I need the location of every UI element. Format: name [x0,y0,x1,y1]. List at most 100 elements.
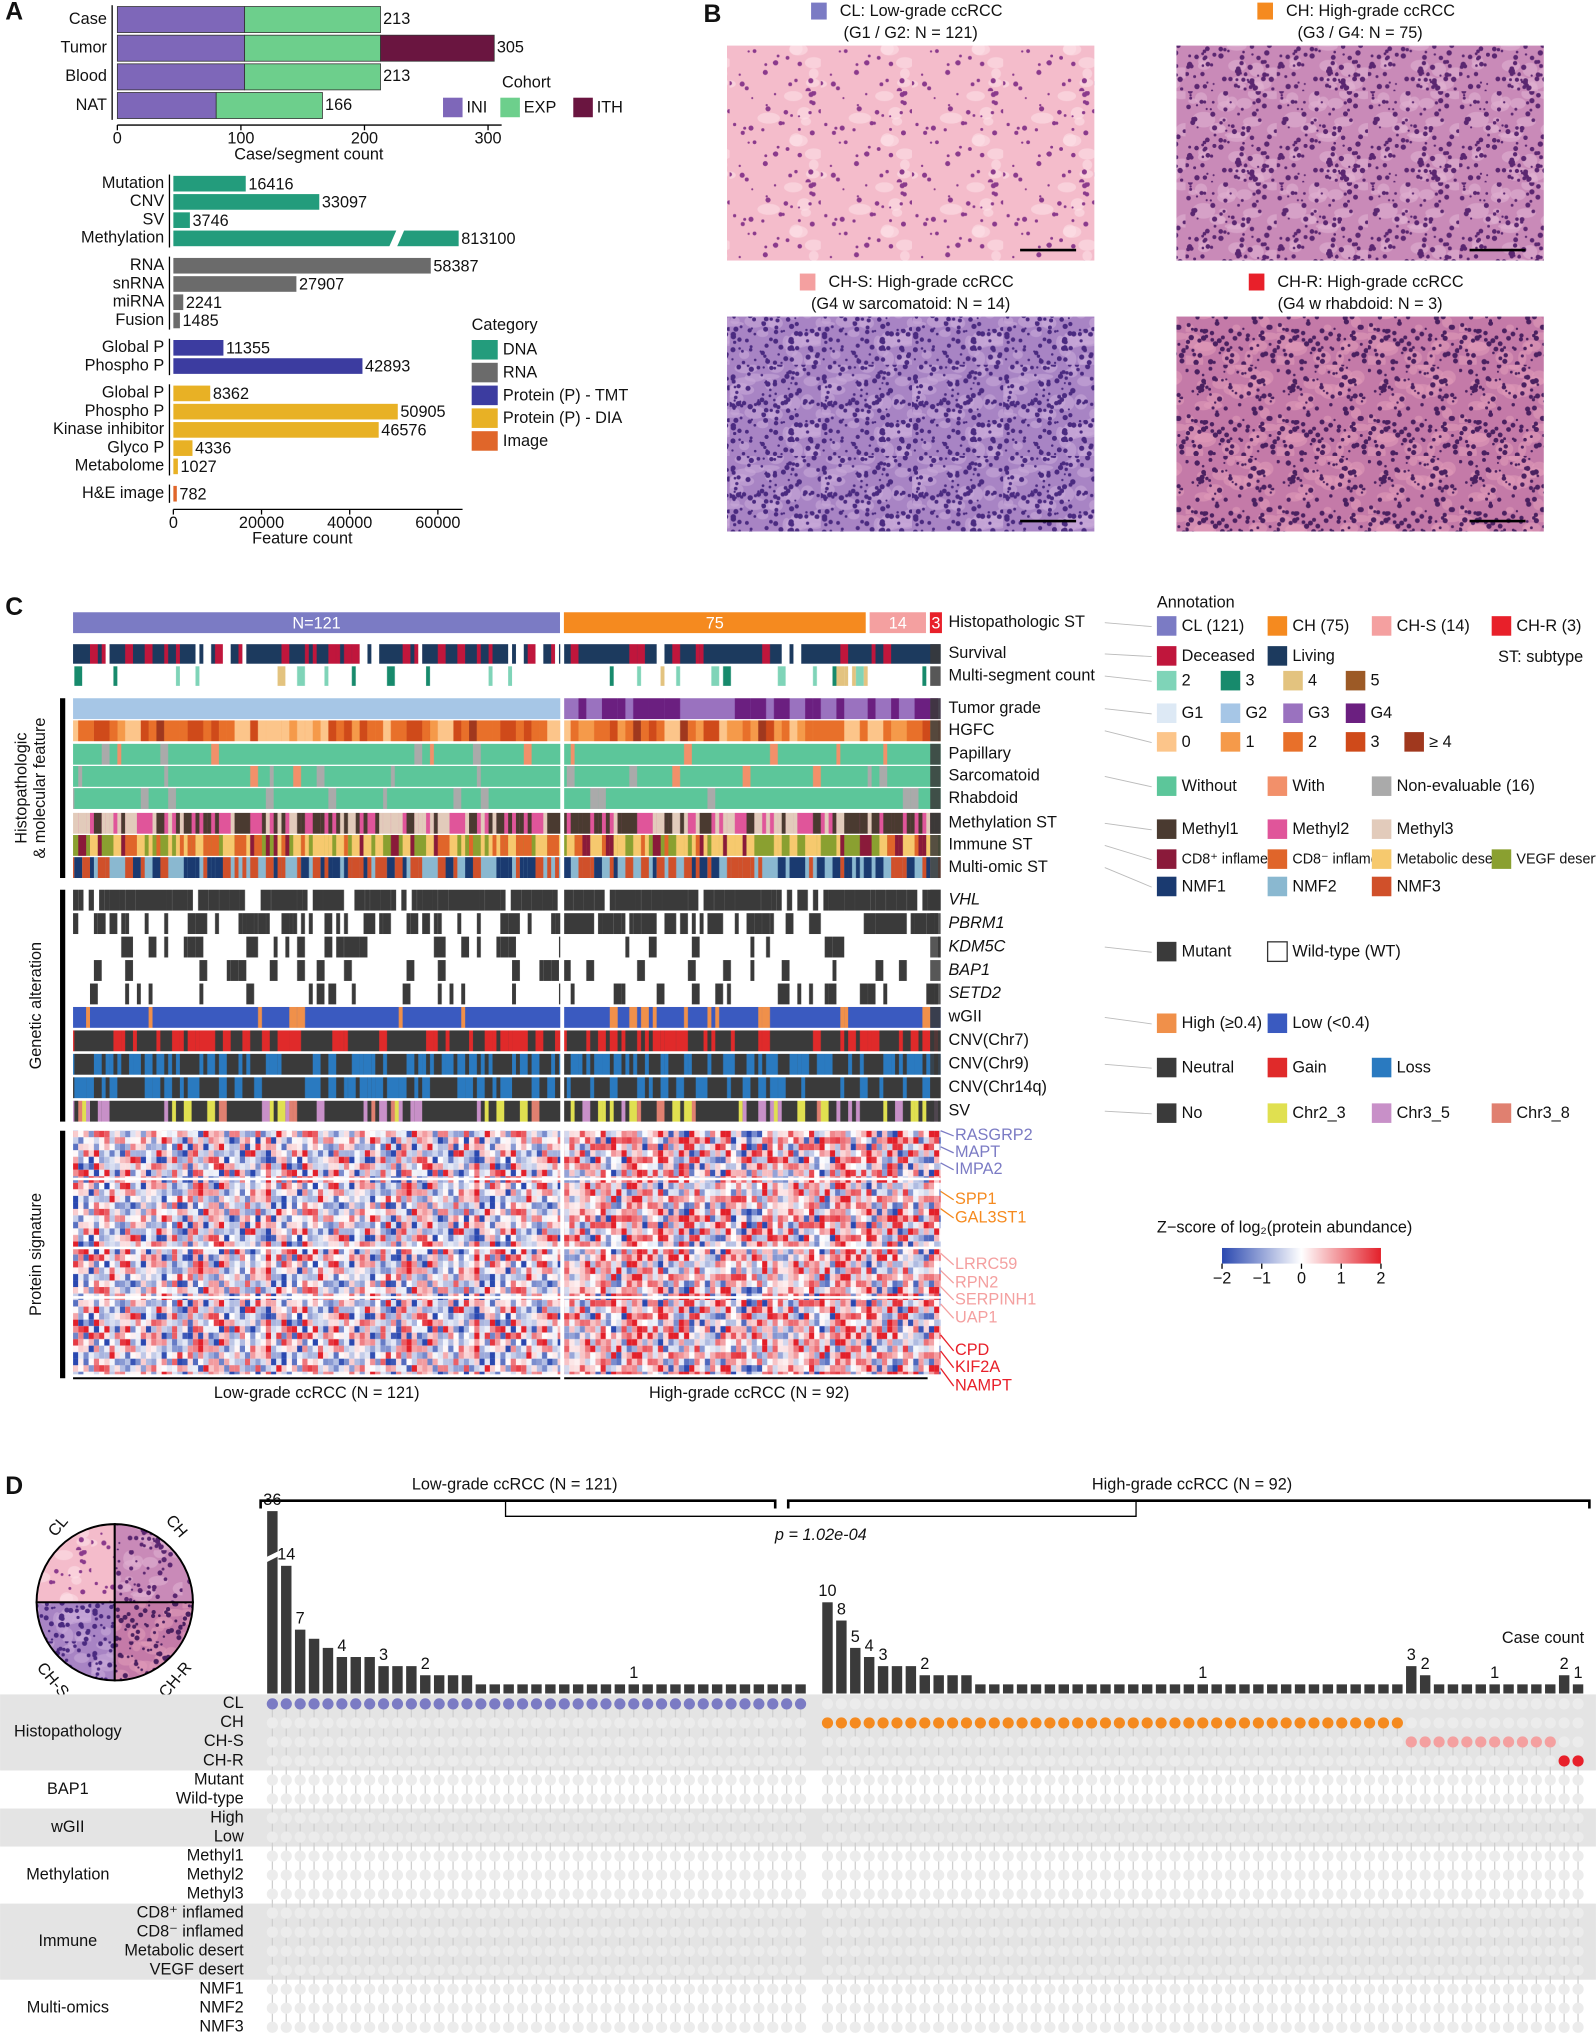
category-label: miRNA [113,293,165,311]
matrix-dot [433,1774,445,1786]
matrix-dot [933,1926,945,1938]
matrix-dot [1211,1907,1223,1919]
matrix-dot [572,1793,584,1805]
matrix-dot [419,1907,431,1919]
matrix-dot [1155,1793,1167,1805]
legend-swatch [1267,1057,1288,1078]
value-label: 3746 [192,212,228,230]
annotation-track [564,1006,941,1028]
matrix-dot [1461,1831,1473,1843]
matrix-dot [974,1983,986,1995]
matrix-dot [725,1869,737,1881]
matrix-dot [1489,1774,1501,1786]
matrix-dot [1002,1736,1014,1748]
matrix-dot [1572,1698,1584,1710]
matrix-dot [572,1774,584,1786]
annotation-track [564,889,941,911]
matrix-dot [933,1964,945,1976]
matrix-dot [781,1812,793,1824]
matrix-dot [642,1926,654,1938]
matrix-dot [377,1850,390,1862]
matrix-dot [655,1736,668,1748]
matrix-dot [974,1717,986,1729]
bar [891,1666,903,1694]
matrix-dot [1294,1736,1306,1748]
matrix-dot [1030,1850,1042,1862]
matrix-dot [988,1793,1000,1805]
matrix-dot [461,1869,473,1881]
matrix-dot [364,1907,376,1919]
connector [1104,1063,1152,1069]
matrix-dot [1155,1945,1167,1957]
matrix-dot [1363,1812,1376,1824]
matrix-dot [294,1793,306,1805]
legend-label: Low (<0.4) [1292,1014,1369,1032]
x-tick-label: 0 [169,514,178,532]
legend-label: Protein (P) - DIA [503,409,622,427]
matrix-dot [1099,1736,1112,1748]
legend-label: CD8⁻ inflamed [1292,852,1386,868]
subtype-segment [563,612,866,634]
matrix-dot [1350,1717,1362,1729]
matrix-dot [1197,1926,1209,1938]
matrix-dot [364,1717,376,1729]
legend-swatch [1267,616,1288,636]
matrix-dot [1211,1736,1223,1748]
matrix-dot [1058,1907,1070,1919]
matrix-dot [642,1831,654,1843]
matrix-dot [628,1717,640,1729]
matrix-dot [1183,1983,1195,1995]
matrix-dot [1461,2002,1473,2014]
matrix-dot [1016,1831,1028,1843]
matrix-dot [1475,1907,1487,1919]
matrix-dot [960,1983,973,1995]
matrix-dot [1072,1736,1084,1748]
matrix-dot [1030,1717,1042,1729]
matrix-dot [489,1698,501,1710]
he-image [1176,45,1544,261]
matrix-dot [614,1869,626,1881]
matrix-dot [350,1850,362,1862]
bar [281,1565,292,1694]
matrix-dot [1127,1717,1139,1729]
matrix-dot [767,1736,779,1748]
matrix-dot [1183,1869,1195,1881]
matrix-dot [781,1793,793,1805]
matrix-dot [1058,1698,1070,1710]
matrix-dot [1516,1812,1529,1824]
matrix-dot [614,1983,626,1995]
matrix-dot [891,1831,903,1843]
matrix-dot [391,1964,404,1976]
matrix-dot [1350,1945,1362,1957]
matrix-dot [1224,1831,1237,1843]
matrix-dot [1516,1945,1529,1957]
annotation-track [73,1053,561,1075]
matrix-dot [1461,1698,1473,1710]
matrix-dot [322,1964,334,1976]
connector [1104,845,1152,861]
matrix-dot [905,1736,917,1748]
row-label: Methyl2 [187,1865,244,1883]
matrix-dot [266,1793,278,1805]
matrix-dot [377,2021,390,2033]
matrix-dot [600,1850,612,1862]
matrix-dot [753,1774,765,1786]
matrix-dot [1558,1736,1570,1748]
matrix-dot [1350,1812,1362,1824]
bar [1308,1684,1320,1694]
matrix-dot [1544,1945,1556,1957]
matrix-dot [1336,1945,1348,1957]
matrix-dot [1363,2002,1376,2014]
matrix-dot [1197,1888,1209,1900]
matrix-dot [891,1774,903,1786]
matrix-dot [1419,1812,1431,1824]
matrix-dot [475,1983,487,1995]
matrix-dot [1238,1736,1251,1748]
matrix-dot [1530,1831,1542,1843]
matrix-dot [905,1907,917,1919]
matrix-dot [1169,1964,1181,1976]
matrix-dot [572,1888,584,1900]
matrix-dot [753,1888,765,1900]
annotation-track [73,936,561,958]
matrix-dot [1391,1736,1403,1748]
